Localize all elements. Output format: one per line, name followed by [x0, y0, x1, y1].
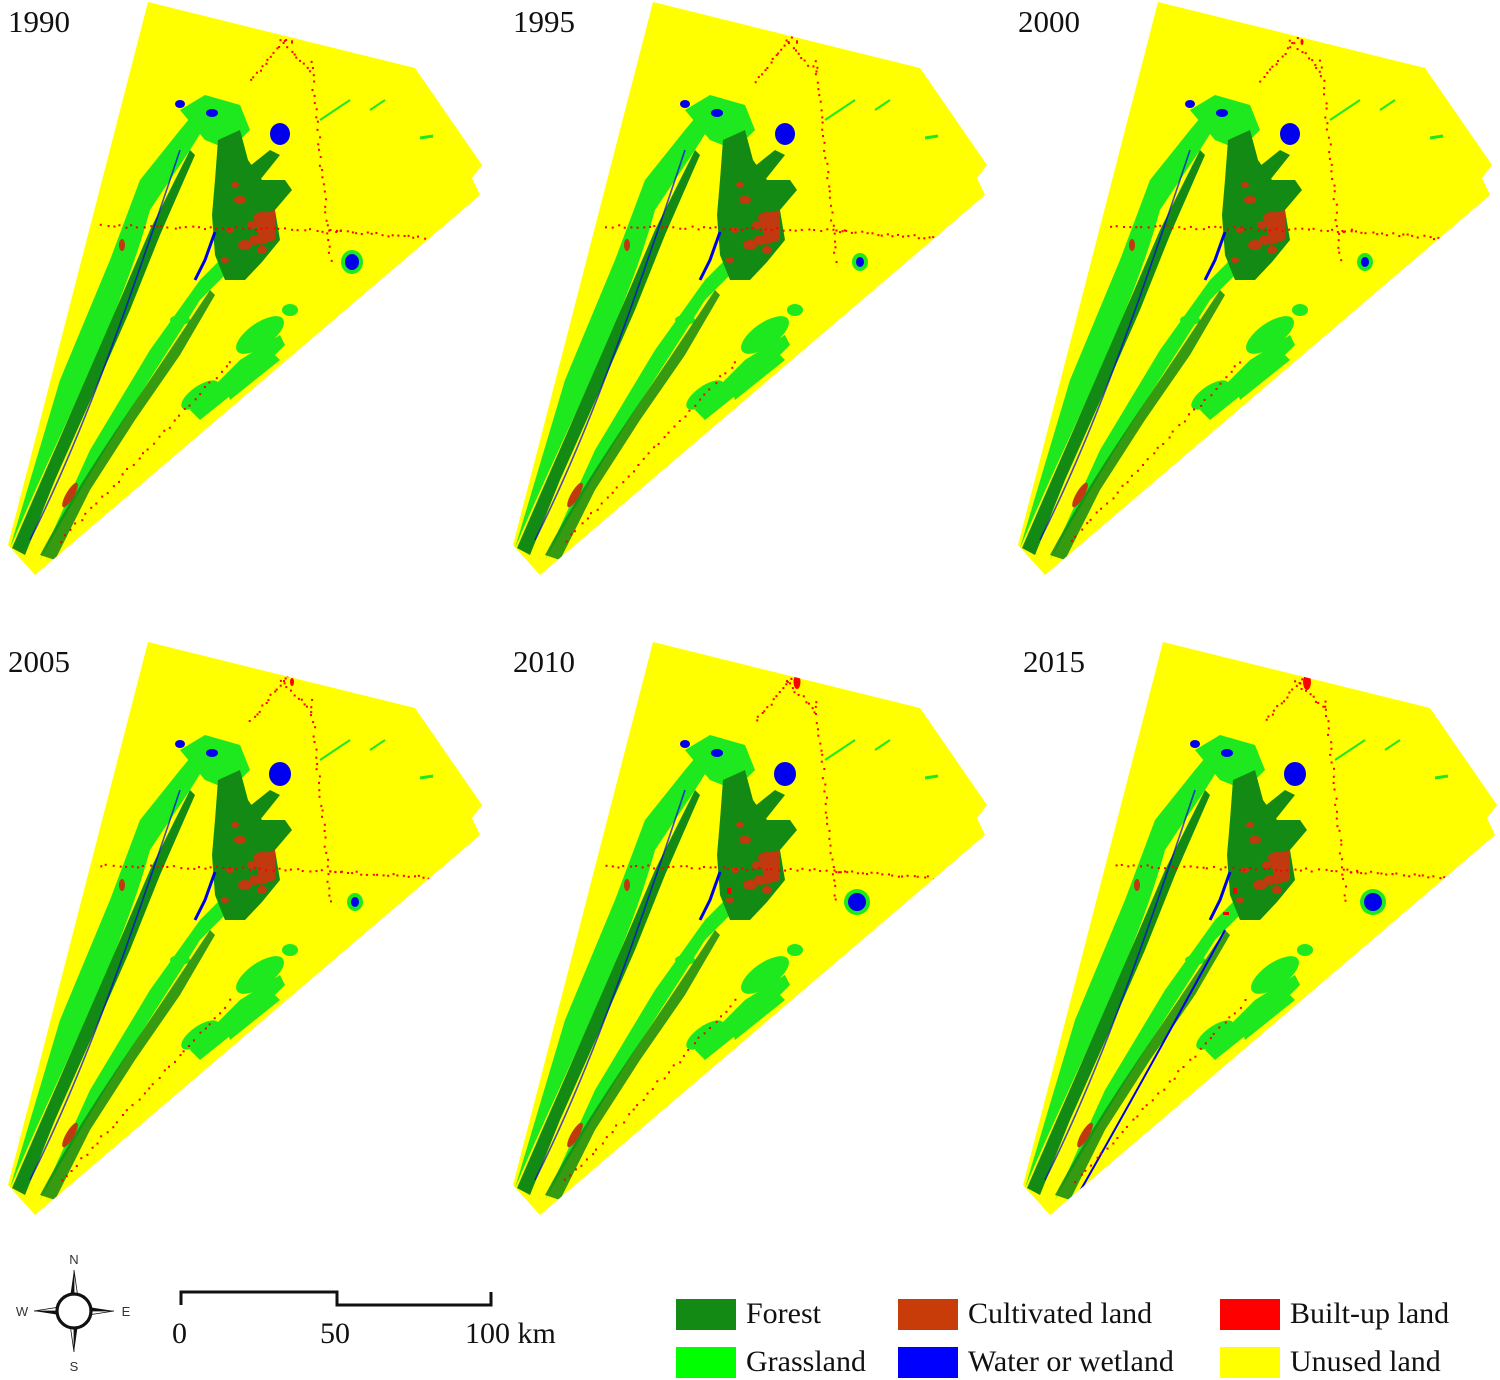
compass-south-label: S: [70, 1359, 79, 1373]
compass-east-label: E: [122, 1304, 131, 1319]
legend-swatch-grassland: [676, 1346, 736, 1378]
land-use-map-2015: [1023, 642, 1497, 1215]
land-use-map-2010: [513, 642, 987, 1215]
north-arrow-compass: N S W E: [8, 1248, 138, 1374]
legend-swatch-unused: [1220, 1346, 1280, 1378]
legend-item-unused-land: Unused land: [1220, 1344, 1441, 1380]
panel-year-label: 1990: [8, 4, 70, 39]
legend-label-forest: Forest: [746, 1297, 821, 1330]
legend-swatch-water: [898, 1346, 958, 1378]
scale-label-50: 50: [320, 1317, 350, 1350]
land-use-map-1995: [513, 2, 987, 575]
legend-item-cultivated-land: Cultivated land: [898, 1296, 1152, 1332]
scale-label-100: 100 km: [465, 1317, 556, 1350]
legend-label-water: Water or wetland: [968, 1345, 1174, 1378]
compass-rose-icon: N S W E: [16, 1252, 131, 1374]
legend-item-water-or-wetland: Water or wetland: [898, 1344, 1174, 1380]
panel-year-label: 2015: [1023, 644, 1085, 679]
map-panel-1990: 1990: [0, 0, 500, 600]
map-panel-2015: 2015: [1015, 640, 1500, 1240]
legend-label-unused: Unused land: [1290, 1345, 1441, 1378]
panel-year-label: 1995: [513, 4, 575, 39]
land-use-map-1990: [8, 2, 482, 575]
legend: Forest Cultivated land Built-up land Gra…: [676, 1296, 1496, 1380]
legend-swatch-builtup: [1220, 1298, 1280, 1330]
land-use-map-2005: [8, 642, 482, 1215]
legend-item-forest: Forest: [676, 1296, 821, 1332]
legend-label-cultivated: Cultivated land: [968, 1297, 1153, 1330]
scale-bar-graphic: [179, 1290, 493, 1307]
legend-label-builtup: Built-up land: [1290, 1297, 1450, 1330]
compass-north-label: N: [69, 1252, 78, 1267]
legend-item-built-up-land: Built-up land: [1220, 1296, 1449, 1332]
legend-label-grassland: Grassland: [746, 1345, 866, 1378]
map-panel-2005: 2005: [0, 640, 500, 1240]
scale-bar: 0 50 100 km: [170, 1285, 590, 1375]
map-panel-2000: 2000: [1010, 0, 1500, 600]
scale-label-0: 0: [172, 1317, 187, 1350]
panel-year-label: 2010: [513, 644, 575, 679]
panel-year-label: 2005: [8, 644, 70, 679]
land-use-map-2000: [1018, 2, 1492, 575]
compass-west-label: W: [16, 1304, 29, 1319]
legend-swatch-forest: [676, 1298, 736, 1330]
panel-year-label: 2000: [1018, 4, 1080, 39]
map-panel-1995: 1995: [505, 0, 1005, 600]
map-panel-2010: 2010: [505, 640, 1005, 1240]
legend-item-grassland: Grassland: [676, 1344, 866, 1380]
legend-swatch-cultivated: [898, 1298, 958, 1330]
